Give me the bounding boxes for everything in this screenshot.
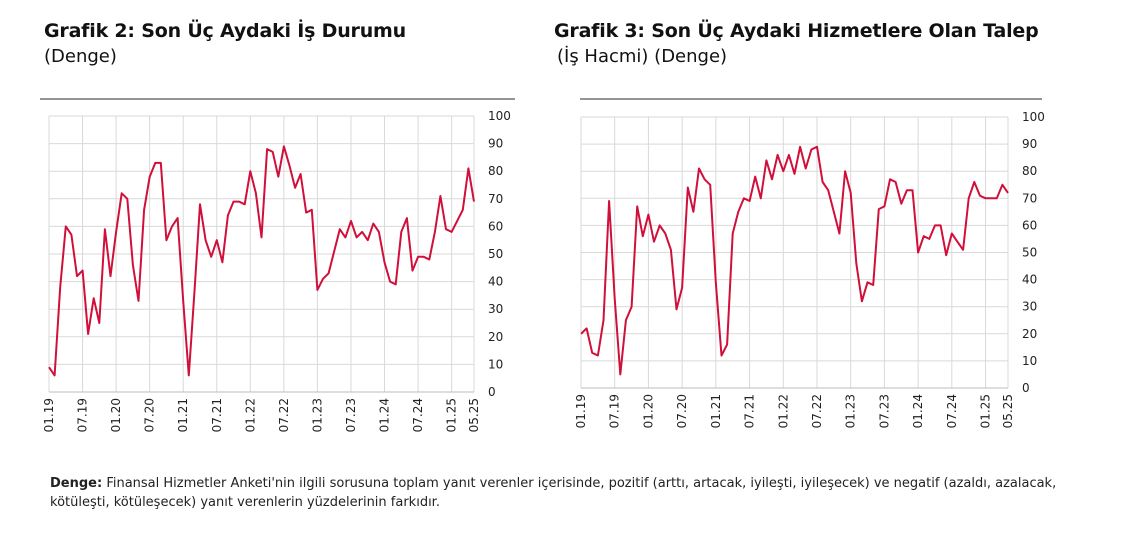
x-tick-label: 01.20 xyxy=(109,398,123,432)
x-tick-label: 07.20 xyxy=(143,398,157,432)
x-tick-label: 01.23 xyxy=(310,398,324,432)
x-tick-label: 01.24 xyxy=(911,394,925,428)
line-chart: 0 10 20 30 40 50 60 70 80 90 100 01.19 07.19 01.20 07.… xyxy=(40,98,515,432)
y-tick-label: 60 xyxy=(1022,218,1037,232)
x-tick-label: 01.20 xyxy=(641,394,655,428)
x-tick-label: 01.23 xyxy=(844,394,858,428)
x-tick-label: 07.22 xyxy=(810,394,824,428)
x-tick-label: 01.19 xyxy=(42,398,56,432)
x-tick-label: 07.19 xyxy=(608,394,622,428)
y-tick-label: 100 xyxy=(488,109,511,123)
y-tick-label: 90 xyxy=(1022,137,1037,151)
chart-grafik-2: Grafik 2: Son Üç Aydaki İş Durumu (Denge… xyxy=(0,16,540,456)
line-chart: 0 10 20 30 40 50 60 70 80 90 100 01.19 07.19 01.20 07.… xyxy=(574,98,1045,428)
y-tick-label: 20 xyxy=(1022,327,1037,341)
y-tick-label: 0 xyxy=(488,385,496,399)
chart-title: Grafik 3: Son Üç Aydaki Hizmetlere Olan … xyxy=(554,20,1039,42)
y-tick-label: 30 xyxy=(1022,300,1037,314)
x-tick-label: 01.25 xyxy=(979,394,993,428)
x-tick-label: 07.22 xyxy=(277,398,291,432)
chart-grafik-3: Grafik 3: Son Üç Aydaki Hizmetlere Olan … xyxy=(540,16,1080,456)
y-tick-label: 50 xyxy=(1022,246,1037,260)
chart-subtitle: (İş Hacmi) (Denge) xyxy=(557,46,728,67)
x-tick-label: 01.21 xyxy=(709,394,723,428)
x-tick-label: 07.20 xyxy=(675,394,689,428)
y-tick-label: 60 xyxy=(488,219,503,233)
x-tick-label: 05.25 xyxy=(1001,394,1015,428)
series-line xyxy=(48,145,475,377)
footnote-term: Denge: xyxy=(50,476,103,491)
x-tick-label: 07.19 xyxy=(76,398,90,432)
y-tick-label: 80 xyxy=(1022,164,1037,178)
y-tick-label: 10 xyxy=(1022,354,1037,368)
y-tick-label: 40 xyxy=(1022,273,1037,287)
x-tick-label: 01.19 xyxy=(574,394,588,428)
x-tick-label: 05.25 xyxy=(467,398,481,432)
y-tick-label: 80 xyxy=(488,164,503,178)
x-tick-label: 01.22 xyxy=(776,394,790,428)
y-tick-label: 70 xyxy=(488,192,503,206)
x-tick-label: 07.24 xyxy=(945,394,959,428)
y-tick-label: 40 xyxy=(488,275,503,289)
y-tick-label: 30 xyxy=(488,302,503,316)
x-tick-label: 01.24 xyxy=(378,398,392,432)
x-tick-label: 07.24 xyxy=(411,398,425,432)
footnote-text: Finansal Hizmetler Anketi'nin ilgili sor… xyxy=(50,476,1057,510)
x-tick-label: 07.23 xyxy=(877,394,891,428)
x-tick-label: 07.21 xyxy=(743,394,757,428)
chart-subtitle: (Denge) xyxy=(44,46,117,67)
x-tick-label: 01.22 xyxy=(243,398,257,432)
y-tick-label: 50 xyxy=(488,247,503,261)
x-tick-label: 07.21 xyxy=(210,398,224,432)
x-tick-label: 01.21 xyxy=(176,398,190,432)
y-tick-label: 0 xyxy=(1022,381,1030,395)
y-tick-label: 70 xyxy=(1022,191,1037,205)
y-tick-label: 20 xyxy=(488,330,503,344)
chart-title: Grafik 2: Son Üç Aydaki İş Durumu xyxy=(44,20,406,42)
footnote: Denge: Finansal Hizmetler Anketi'nin ilg… xyxy=(50,474,1090,512)
y-tick-label: 90 xyxy=(488,137,503,151)
series-line xyxy=(580,145,1009,376)
x-tick-label: 01.25 xyxy=(445,398,459,432)
y-tick-label: 10 xyxy=(488,357,503,371)
y-tick-label: 100 xyxy=(1022,110,1045,124)
x-tick-label: 07.23 xyxy=(344,398,358,432)
